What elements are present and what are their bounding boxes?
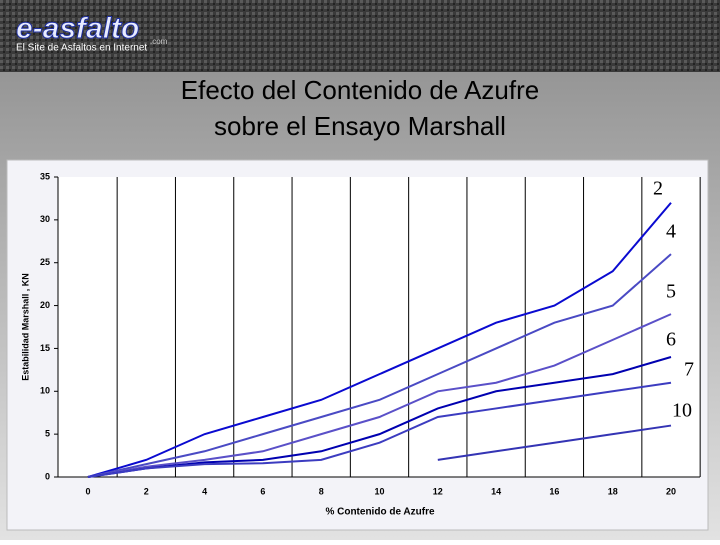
x-tick-label: 2 [144, 486, 149, 496]
y-axis-label: Estabilidad Marshall , KN [20, 273, 30, 381]
series-line [437, 424, 672, 461]
x-tick-label: 0 [85, 486, 90, 496]
tagline: El Site de Asfaltos en Internet [16, 43, 147, 54]
title: sobre el Ensayo Marshall [214, 111, 506, 141]
series-line [87, 381, 672, 478]
title: Efecto del Contenido de Azufre [181, 75, 539, 105]
x-tick-label: 6 [260, 486, 265, 496]
series-line [87, 313, 672, 478]
y-tick-label: 0 [45, 471, 50, 481]
series-label: 4 [666, 221, 676, 243]
x-tick-label: 10 [374, 486, 384, 496]
series-label: 7 [684, 359, 694, 381]
x-tick-label: 14 [491, 486, 501, 496]
y-tick-label: 15 [40, 343, 50, 353]
series-line [87, 356, 672, 478]
y-tick-label: 5 [45, 429, 50, 439]
x-tick-label: 4 [202, 486, 207, 496]
y-tick-label: 35 [40, 171, 50, 181]
series-label: 6 [666, 329, 676, 351]
y-tick-label: 25 [40, 257, 50, 267]
series-line [87, 202, 672, 478]
x-tick-label: 8 [319, 486, 324, 496]
plot-area [58, 177, 700, 477]
x-tick-label: 18 [608, 486, 618, 496]
x-axis-label: % Contenido de Azufre [325, 507, 435, 518]
series-label: 10 [672, 400, 692, 422]
x-tick-label: 12 [433, 486, 443, 496]
series-label: 5 [666, 281, 676, 303]
logo-suffix: .com [150, 37, 168, 46]
series-line [87, 253, 672, 478]
series-label: 2 [653, 178, 663, 200]
y-tick-label: 20 [40, 300, 50, 310]
x-tick-label: 16 [549, 486, 559, 496]
y-tick-label: 10 [40, 386, 50, 396]
x-tick-label: 20 [666, 486, 676, 496]
logo: e-asfalto [16, 12, 139, 45]
y-tick-label: 30 [40, 214, 50, 224]
banner [0, 0, 720, 72]
